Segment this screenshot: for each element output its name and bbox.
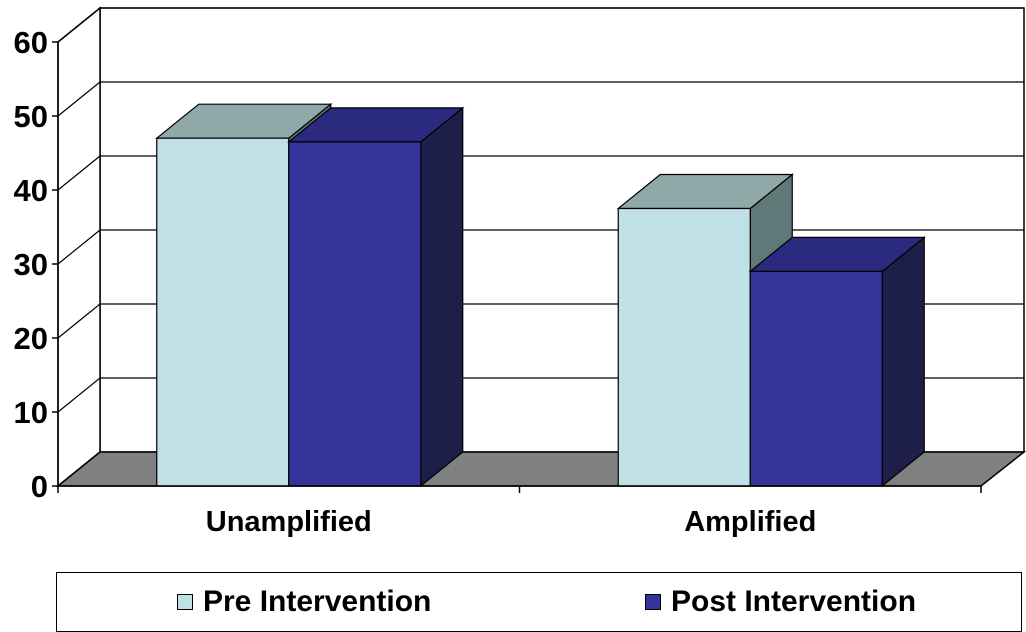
axes: 0 10 20 30 40 50 60 Unamplified Amplified bbox=[14, 25, 982, 538]
gridline-side bbox=[57, 155, 101, 191]
bar-chart: 0 10 20 30 40 50 60 Unamplified Amplified bbox=[14, 6, 1026, 538]
y-tick-label: 50 bbox=[14, 99, 48, 134]
bar-side bbox=[420, 106, 464, 488]
y-tick-label: 30 bbox=[14, 247, 48, 282]
legend-swatch-post-intervention bbox=[645, 594, 661, 610]
y-tick-label: 60 bbox=[14, 25, 48, 60]
legend-item-pre-intervention: Pre Intervention bbox=[177, 585, 431, 619]
legend-label-post-intervention: Post Intervention bbox=[671, 585, 917, 618]
gridline-side bbox=[57, 81, 101, 117]
bar-side bbox=[881, 236, 925, 488]
bar-front bbox=[749, 270, 883, 487]
gridline-side bbox=[57, 303, 101, 339]
x-category-label: Unamplified bbox=[206, 506, 372, 538]
y-tick-label: 40 bbox=[14, 173, 48, 208]
x-category-label: Amplified bbox=[684, 506, 816, 538]
y-tick-label: 0 bbox=[31, 469, 48, 504]
legend-label-pre-intervention: Pre Intervention bbox=[203, 585, 432, 618]
legend-item-post-intervention: Post Intervention bbox=[645, 585, 916, 619]
gridline-side bbox=[57, 229, 101, 265]
y-tick-label: 10 bbox=[14, 395, 48, 430]
legend-swatch-pre-intervention bbox=[177, 594, 193, 610]
bar-front bbox=[156, 137, 290, 487]
bars bbox=[155, 102, 926, 488]
y-tick-label: 20 bbox=[14, 321, 48, 356]
gridline-side bbox=[57, 7, 101, 43]
chart-legend: Pre Intervention Post Intervention bbox=[56, 572, 1022, 632]
bar-post-intervention-amplified bbox=[748, 236, 926, 488]
bar-post-intervention-unamplified bbox=[287, 106, 465, 488]
gridline-side bbox=[57, 377, 101, 413]
bar-front bbox=[288, 141, 422, 487]
bar-front bbox=[617, 207, 751, 487]
